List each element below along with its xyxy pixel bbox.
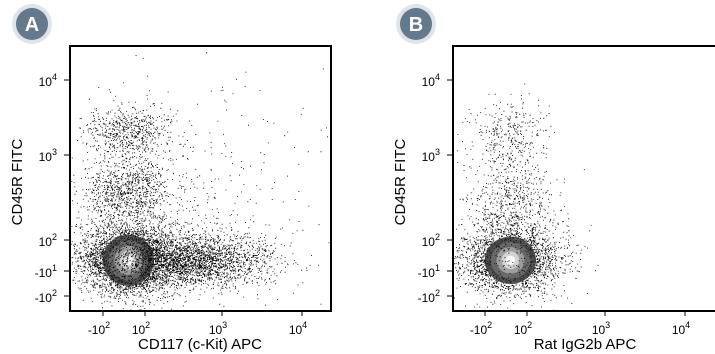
panel-b-x-axis-title: Rat IgG2b APC [534,336,637,353]
panel-a-scatter-points [71,52,330,311]
scatter-points [71,213,320,305]
panel-a-ticks: -102 102 103 104 -102 -101 102 103 104 [35,72,308,337]
scatter-population [73,143,198,250]
panel-b-scatter-points [454,83,599,311]
panel-a: A -102 102 103 104 -102 -101 102 103 104 CD117 (… [9,4,332,353]
scatter-points [455,162,599,311]
scatter-population [462,83,555,175]
scatter-population [454,197,582,311]
y-tick-label: 102 [422,232,440,249]
x-tick-label: 102 [132,320,150,337]
y-tick-label: -102 [35,288,57,305]
panel-b-y-axis-title: CD45R FITC [392,139,409,226]
density-core [123,255,134,266]
panel-b-badge: B [396,4,436,44]
y-tick-label: 103 [422,147,440,164]
scatter-population [71,89,197,175]
scatter-population [71,213,320,305]
scatter-points [73,143,198,250]
panel-a-label: A [25,14,39,36]
panel-a-x-axis-title: CD117 (c-Kit) APC [138,336,262,353]
y-tick-label: 103 [39,147,57,164]
panel-b: B -102 102 103 104 -102 -101 102 103 104 Rat IgG… [392,4,715,353]
y-tick-label: -101 [35,263,57,280]
x-tick-label: -102 [88,320,110,337]
x-tick-label: 103 [592,320,610,337]
y-tick-label: -101 [418,263,440,280]
x-tick-label: -102 [470,320,492,337]
x-tick-label: 103 [209,320,227,337]
panel-b-label: B [409,14,423,36]
panel-b-plot-frame [452,45,715,312]
y-tick-label: 104 [39,72,57,89]
scatter-points [462,83,555,175]
x-tick-label: 104 [672,320,690,337]
scatter-points [71,89,197,175]
y-tick-label: -102 [418,288,440,305]
x-tick-label: 104 [289,320,307,337]
panel-a-plot-frame [69,45,332,312]
panel-a-y-axis-title: CD45R FITC [9,139,26,226]
scatter-population [455,162,599,311]
y-tick-label: 104 [422,72,440,89]
density-core [505,255,516,265]
panel-a-badge: A [12,4,52,44]
x-tick-label: 102 [514,320,532,337]
panel-b-ticks: -102 102 103 104 -102 -101 102 103 104 [418,72,691,337]
y-tick-label: 102 [39,232,57,249]
